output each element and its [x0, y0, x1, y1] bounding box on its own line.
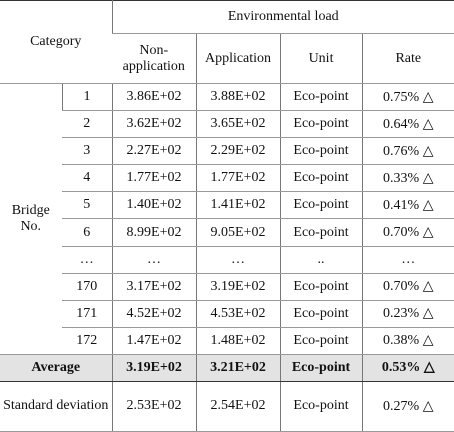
cell: 3.19E+02 [195, 273, 281, 301]
cell: Eco-point [279, 164, 363, 193]
group-label: Bridge No. [0, 83, 62, 355]
table-row: 170 3.17E+02 3.19E+02 Eco-point 0.70% △ [0, 273, 454, 301]
cell: 2.54E+02 [195, 381, 281, 432]
cell: 0.70% △ [361, 218, 454, 247]
column-header: Unit [279, 33, 363, 85]
category-header: Category [0, 0, 113, 85]
cell: 0.70% △ [361, 273, 454, 301]
cell: 3.88E+02 [195, 83, 281, 112]
table-row: 2 3.62E+02 3.65E+02 Eco-point 0.64% △ [0, 110, 454, 139]
bridge-id: 4 [62, 164, 113, 193]
bridge-id: 5 [62, 191, 113, 220]
cell: Eco-point [279, 353, 363, 382]
cell: 3.62E+02 [111, 110, 197, 139]
column-header: Application [195, 33, 281, 85]
cell: 0.23% △ [361, 300, 454, 328]
table-row: ………..… [0, 246, 454, 274]
cell: 3.65E+02 [195, 110, 281, 139]
cell: 1.40E+02 [111, 191, 197, 220]
group-header: Environmental load [111, 0, 454, 35]
table-row: 4 1.77E+02 1.77E+02 Eco-point 0.33% △ [0, 164, 454, 193]
cell: Eco-point [279, 273, 363, 301]
table-row: 6 8.99E+02 9.05E+02 Eco-point 0.70% △ [0, 218, 454, 247]
bridge-id: 2 [62, 110, 113, 139]
cell: Eco-point [279, 327, 363, 355]
cell: 1.77E+02 [195, 164, 281, 193]
cell: Eco-point [279, 381, 363, 432]
cell: 3.86E+02 [111, 83, 197, 112]
cell: 9.05E+02 [195, 218, 281, 247]
cell: 2.29E+02 [195, 137, 281, 166]
cell: 4.52E+02 [111, 300, 197, 328]
cell: 0.53% △ [361, 353, 454, 382]
table-row: 3 2.27E+02 2.29E+02 Eco-point 0.76% △ [0, 137, 454, 166]
cell: 3.21E+02 [195, 353, 281, 382]
average-label: Average [0, 353, 113, 382]
bridge-id: 172 [62, 327, 113, 355]
cell: 1.47E+02 [111, 327, 197, 355]
cell: 1.48E+02 [195, 327, 281, 355]
cell: 4.53E+02 [195, 300, 281, 328]
cell: 0.41% △ [361, 191, 454, 220]
cell: … [361, 246, 454, 274]
cell: … [195, 246, 281, 274]
cell: 2.27E+02 [111, 137, 197, 166]
cell: Eco-point [279, 191, 363, 220]
table-row: Bridge No. 1 3.86E+02 3.88E+02 Eco-point 0.75… [0, 83, 454, 355]
cell: 0.27% △ [361, 381, 454, 432]
column-header: Rate [361, 33, 454, 85]
cell: .. [279, 246, 363, 274]
average-row: Average 3.19E+02 3.21E+02 Eco-point 0.53% △ [0, 353, 454, 382]
cell: Eco-point [279, 300, 363, 328]
cell: 0.64% △ [361, 110, 454, 139]
cell: … [111, 246, 197, 274]
cell: 1.77E+02 [111, 164, 197, 193]
bridge-id: 170 [62, 273, 113, 301]
std-label: Standard deviation [0, 381, 113, 432]
bridge-id: 1 [61, 83, 113, 112]
cell: 3.17E+02 [111, 273, 197, 301]
cell: 0.76% △ [361, 137, 454, 166]
column-header: Non-application [112, 33, 197, 85]
cell: 2.53E+02 [111, 381, 197, 432]
table-row: 172 1.47E+02 1.48E+02 Eco-point 0.38% △ [0, 327, 454, 355]
cell: Eco-point [279, 83, 363, 112]
cell: 0.38% △ [361, 327, 454, 355]
bridge-id: 3 [62, 137, 113, 166]
cell: 0.33% △ [361, 164, 454, 193]
std-row: Standard deviation 2.53E+02 2.54E+02 Eco-po… [0, 381, 454, 432]
table-row: 171 4.52E+02 4.53E+02 Eco-point 0.23% △ [0, 300, 454, 328]
cell: 8.99E+02 [111, 218, 197, 247]
cell: Eco-point [279, 137, 363, 166]
cell: 0.75% △ [361, 83, 454, 112]
cell: 1.41E+02 [195, 191, 281, 220]
table-row: 5 1.40E+02 1.41E+02 Eco-point 0.41% △ [0, 191, 454, 220]
bridge-id: 6 [62, 218, 113, 247]
cell: Eco-point [279, 218, 363, 247]
cell: 3.19E+02 [111, 353, 197, 382]
cell: Eco-point [279, 110, 363, 139]
bridge-id: … [62, 246, 113, 274]
bridge-id: 171 [62, 300, 113, 328]
